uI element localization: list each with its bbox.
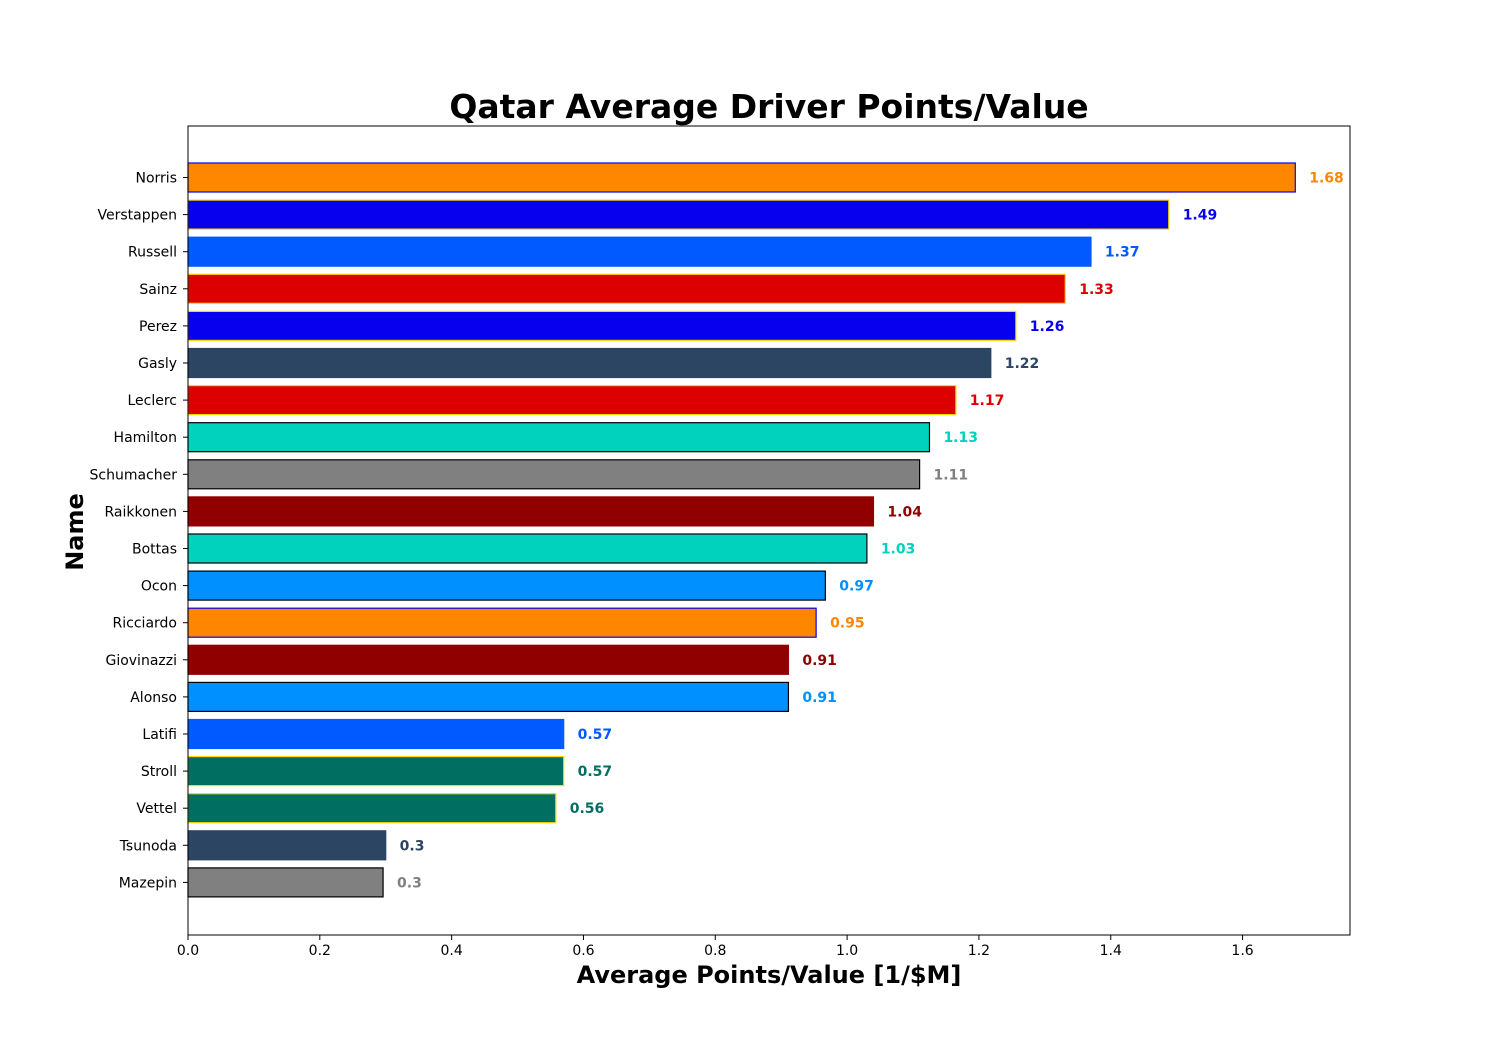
data-label-raikkonen: 1.04 [887, 504, 922, 520]
y-tick-label: Gasly [138, 356, 177, 372]
y-tick-label: Raikkonen [104, 504, 177, 520]
data-label-norris: 1.68 [1309, 171, 1344, 187]
data-label-schumacher: 1.11 [934, 467, 969, 483]
y-tick-label: Mazepin [119, 875, 177, 891]
data-label-gasly: 1.22 [1005, 356, 1040, 372]
x-tick-label: 0.2 [309, 943, 331, 959]
y-tick-label: Giovinazzi [105, 653, 177, 669]
data-label-bottas: 1.03 [881, 542, 916, 558]
bar-mazepin [187, 867, 384, 898]
data-label-leclerc: 1.17 [970, 393, 1005, 409]
bar-bottas [187, 533, 868, 564]
y-tick-label: Ricciardo [113, 616, 177, 632]
y-tick-label: Ocon [141, 579, 177, 595]
data-label-giovinazzi: 0.91 [802, 653, 837, 669]
data-label-hamilton: 1.13 [943, 430, 978, 446]
x-axis-ticks: 0.0 0.2 0.4 0.6 0.8 1.0 1.2 1.4 1.6 [177, 935, 1254, 959]
y-axis-label: Name [61, 493, 89, 571]
plot-area: 1.68 1.49 1.37 1.33 1.26 1.22 1.17 1.13 1.11 1.04… [187, 162, 1344, 898]
data-label-perez: 1.26 [1030, 319, 1065, 335]
x-tick-label: 1.2 [968, 943, 990, 959]
y-tick-label: Leclerc [127, 393, 177, 409]
data-label-stroll: 0.57 [578, 764, 613, 780]
y-tick-label: Alonso [130, 690, 177, 706]
x-tick-label: 0.0 [177, 943, 199, 959]
chart-title: Qatar Average Driver Points/Value [449, 87, 1088, 126]
data-label-mazepin: 0.3 [397, 875, 422, 891]
data-label-russell: 1.37 [1105, 245, 1140, 261]
y-axis-ticks: Norris Verstappen Russell Sainz Perez Gasly Le… [90, 171, 188, 891]
plot-frame [187, 125, 1351, 936]
bar-hamilton [187, 422, 931, 453]
bar-gasly [187, 347, 992, 379]
data-label-tsunoda: 0.3 [400, 838, 425, 854]
y-tick-label: Verstappen [98, 208, 177, 224]
y-tick-label: Tsunoda [119, 838, 177, 854]
bar-raikkonen [187, 496, 875, 527]
bar-norris [187, 162, 1296, 193]
bar-giovinazzi [187, 644, 790, 675]
y-tick-label: Schumacher [90, 467, 178, 483]
x-tick-label: 0.8 [704, 943, 726, 959]
y-tick-label: Latifi [142, 727, 177, 743]
x-tick-label: 0.6 [572, 943, 594, 959]
y-tick-label: Stroll [141, 764, 177, 780]
bar-vettel [187, 793, 557, 824]
bar-russell [187, 236, 1092, 267]
x-tick-label: 0.4 [441, 943, 463, 959]
y-tick-label: Vettel [136, 801, 177, 817]
data-label-verstappen: 1.49 [1183, 208, 1218, 224]
data-label-alonso: 0.91 [802, 690, 837, 706]
y-tick-label: Sainz [139, 282, 177, 298]
bar-tsunoda [187, 830, 387, 861]
y-tick-label: Bottas [132, 542, 177, 558]
y-tick-label: Hamilton [114, 430, 177, 446]
data-label-sainz: 1.33 [1079, 282, 1114, 298]
x-axis-label: Average Points/Value [1/$M] [577, 961, 962, 989]
data-label-ricciardo: 0.95 [830, 616, 865, 632]
bar-verstappen [187, 199, 1170, 230]
bar-perez [187, 310, 1017, 341]
bar-ocon [187, 570, 826, 601]
bar-alonso [187, 681, 790, 713]
x-tick-label: 1.6 [1231, 943, 1253, 959]
y-tick-label: Perez [139, 319, 177, 335]
bar-schumacher [187, 459, 921, 490]
bar-sainz [187, 273, 1066, 304]
bar-leclerc [187, 385, 957, 416]
x-tick-label: 1.4 [1100, 943, 1122, 959]
data-label-ocon: 0.97 [839, 579, 874, 595]
x-tick-label: 1.0 [836, 943, 858, 959]
data-label-latifi: 0.57 [578, 727, 613, 743]
bar-stroll [187, 755, 565, 787]
bar-latifi [187, 718, 565, 750]
data-label-vettel: 0.56 [570, 801, 605, 817]
y-tick-label: Norris [136, 171, 178, 187]
bar-ricciardo [187, 607, 817, 638]
y-tick-label: Russell [128, 245, 177, 261]
